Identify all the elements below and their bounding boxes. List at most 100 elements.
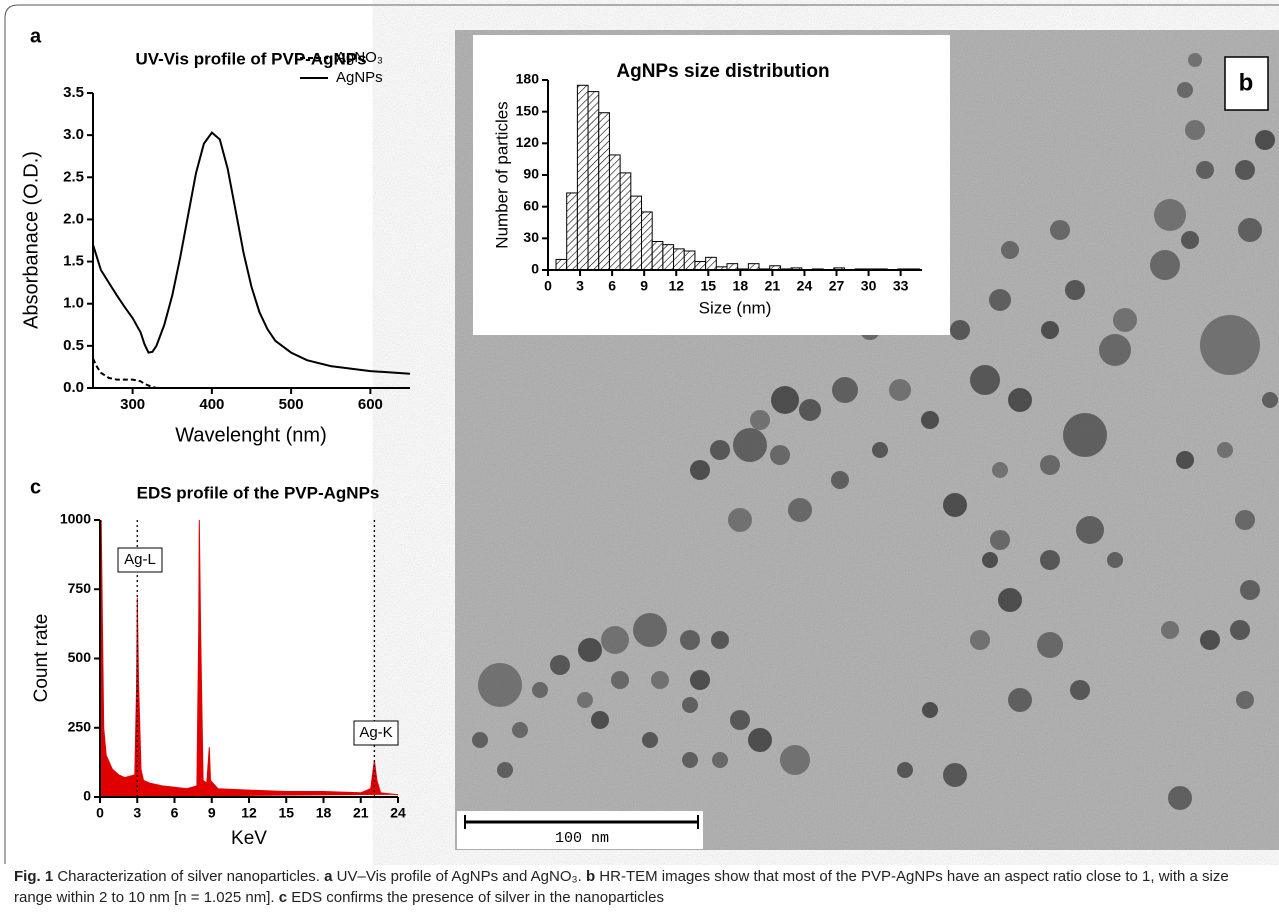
caption-text: Characterization of silver nanoparticles… [53,868,325,885]
x-tick-label: 21 [765,278,781,294]
panel-label: c [30,476,41,498]
line [92,131,411,375]
particle [633,613,667,647]
y-tick-label: 1.0 [63,295,84,312]
bar [694,261,707,271]
particle [982,552,998,568]
particle [497,762,513,778]
y-tick-label: 1.5 [63,253,84,270]
bar [630,195,642,271]
x-tick-label: 24 [797,278,813,294]
x-axis-label: Size (nm) [699,298,772,317]
particle [1040,455,1060,475]
line [92,358,157,389]
particle [990,530,1010,550]
particle [1150,250,1180,280]
bar [683,250,696,271]
particle [711,631,729,649]
x-tick-label: 33 [893,278,909,294]
y-tick-label: 3.5 [63,84,84,101]
particle [550,655,570,675]
x-tick-label: 9 [640,278,648,294]
frame [4,4,1279,864]
particle [1041,321,1059,339]
particle [771,386,799,414]
particle [690,460,710,480]
caption-panel: b [585,868,596,885]
particle [591,711,609,729]
particle [770,445,790,465]
particle [478,663,522,707]
particle [1181,231,1199,249]
x-tick-label: 30 [861,278,877,294]
bar [576,84,589,271]
x-tick-label: 18 [316,805,332,821]
bar [566,192,578,271]
particle [472,732,488,748]
particle [1107,552,1123,568]
particle [1230,620,1250,640]
particle [1217,442,1233,458]
y-tick-label: 500 [68,649,92,665]
bar [662,244,675,271]
chart-title: UV-Vis profile of PVP-AgNPs [135,49,366,68]
x-tick-label: 21 [353,805,369,821]
particle [943,763,967,787]
particle [532,682,548,698]
particle [1188,53,1202,67]
x-tick-label: 12 [241,805,257,821]
x-tick-label: 0 [544,278,552,294]
x-tick-label: 12 [668,278,684,294]
caption-text: UV–Vis profile of AgNPs and AgNO₃. [332,868,586,885]
particle [989,289,1011,311]
particle [1037,632,1063,658]
particle [1176,451,1194,469]
x-tick-label: 27 [829,278,845,294]
particle [943,493,967,517]
x-tick-label: 24 [390,805,406,821]
bar [705,256,717,271]
y-tick-label: 750 [68,580,92,596]
x-tick-label: 300 [120,396,145,413]
particle [831,471,849,489]
x-axis-label: Wavelenght (nm) [175,424,327,446]
particle [690,670,710,690]
y-tick-label: 90 [523,166,539,182]
particle [1262,392,1278,408]
x-tick-label: 15 [700,278,716,294]
particle [730,710,750,730]
y-tick-label: 1000 [60,511,91,527]
particle [1161,621,1179,639]
x-axis-label: KeV [231,828,267,849]
bar [673,248,685,271]
particle [921,411,939,429]
scale-bar: 100 nm [457,811,703,849]
panel-label: a [30,25,42,47]
particle [728,508,752,532]
bar [651,241,664,271]
particle [1001,241,1019,259]
x-tick-label: 9 [208,805,216,821]
y-tick-label: 180 [516,71,540,87]
y-axis-label: Number of particles [492,101,511,248]
particle [512,722,528,738]
annotation-label: Ag-L [124,551,156,568]
legend-label: AgNO₃ [336,49,383,66]
panel-label: b [1239,69,1254,96]
particle [950,320,970,340]
scale-bar-box [457,811,703,849]
particle [1154,199,1186,231]
particle [1063,413,1107,457]
particle [642,732,658,748]
particle [1238,218,1262,242]
particle [922,702,938,718]
x-tick-label: 15 [278,805,294,821]
y-tick-label: 250 [68,718,92,734]
particle [1200,630,1220,650]
particle [1185,120,1205,140]
particle [780,745,810,775]
particle [1050,220,1070,240]
y-tick-label: 0 [531,261,539,277]
particle [578,638,602,662]
